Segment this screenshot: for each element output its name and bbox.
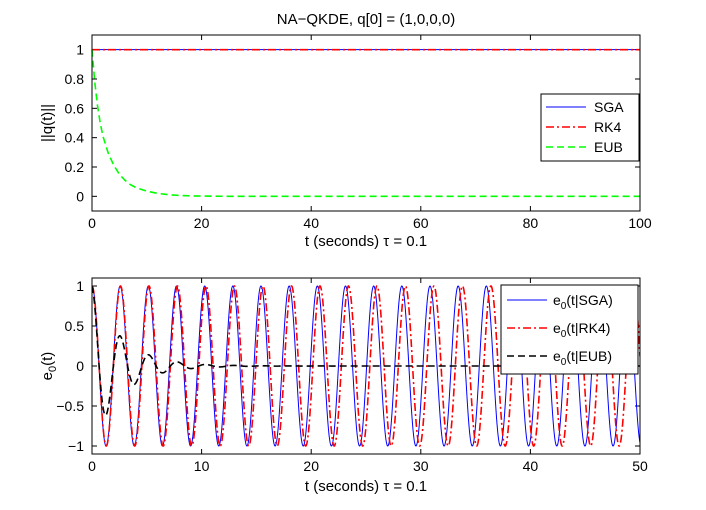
y-tick-label: 0 [76,358,84,374]
x-tick-label: 60 [413,215,429,231]
y-tick-label: −1 [68,438,84,454]
y-tick-label: 0.4 [65,130,85,146]
y-axis-label: ||q(t)|| [39,104,56,142]
legend-label-sga: SGA [594,99,624,115]
chart-norm: NA−QKDE, q[0] = (1,0,0,0) 0 20 40 60 80 10000… [39,11,652,250]
y-tick-label: 0.8 [65,71,85,87]
x-tick-label: 20 [303,458,319,474]
y-tick-label: 0.6 [65,100,85,116]
y-axis-label: e0(t) [39,352,59,381]
plot-frame [91,277,641,455]
legend-label-eub: EUB [594,139,623,155]
x-tick-label: 50 [632,458,648,474]
legend-label-sga: e0(t|SGA) [553,292,613,312]
x-tick-label: 0 [88,458,96,474]
legend-label-rk4: RK4 [594,119,621,135]
x-tick-label: 40 [523,458,539,474]
x-tick-label: 10 [194,458,210,474]
legend-box [540,93,640,162]
x-tick-label: 0 [88,215,96,231]
chart-error: 0 10 20 30 40 50 −1 −0.5 0 0.5 1 t (seconds) τ = 0… [39,277,648,495]
x-tick-label: 20 [194,215,210,231]
chart-title: NA−QKDE, q[0] = (1,0,0,0) [277,11,455,28]
x-tick-label: 80 [523,215,539,231]
plot-frame [91,34,641,212]
x-tick-label: 30 [413,458,429,474]
legend-label-rk4: e0(t|RK4) [553,320,610,340]
ticks-bottom: 0 10 20 30 40 50 −1 −0.5 0 0.5 1 [56,278,648,474]
y-tick-label: −0.5 [56,398,84,414]
legend: e0(t|SGA) e0(t|RK4) e0(t|EUB) [500,284,639,375]
y-tick-label: 0.5 [65,318,85,334]
x-tick-label: 40 [303,215,319,231]
ticks-top: 0 20 40 60 80 100 0 0.2 0.4 0.6 0.8 1 [65,35,652,231]
legend: SGA RK4 EUB [540,93,640,162]
series-layer-top [91,48,640,198]
x-axis-label: t (seconds) τ = 0.1 [305,233,427,250]
x-tick-label: 100 [628,215,652,231]
series-line-eub [91,49,640,198]
y-tick-label: 1 [76,42,84,58]
y-tick-label: 0 [76,188,84,204]
legend-label-eub: e0(t|EUB) [553,348,612,368]
y-tick-label: 0.2 [65,159,85,175]
x-axis-label: t (seconds) τ = 0.1 [305,478,427,495]
y-tick-label: 1 [76,278,84,294]
